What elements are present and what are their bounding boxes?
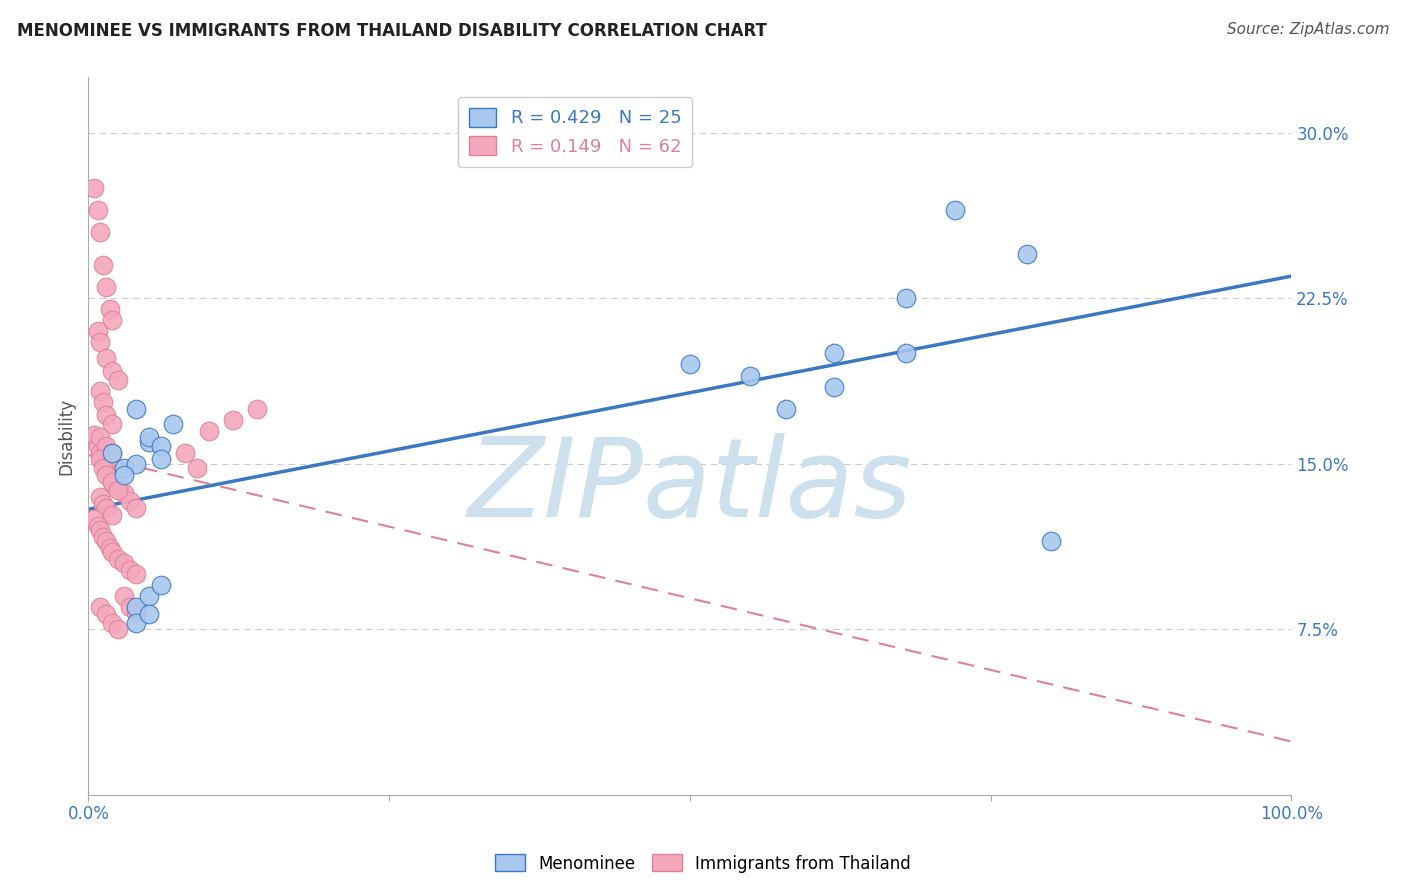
Point xyxy=(96,280,118,294)
Legend: Menominee, Immigrants from Thailand: Menominee, Immigrants from Thailand xyxy=(488,847,918,880)
Point xyxy=(738,368,761,383)
Point xyxy=(87,439,110,453)
Point xyxy=(107,373,129,387)
Point xyxy=(91,395,114,409)
Point xyxy=(89,452,111,467)
Point xyxy=(186,461,208,475)
Point xyxy=(1015,247,1038,261)
Point xyxy=(138,430,160,444)
Point xyxy=(107,551,129,566)
Point xyxy=(96,461,118,475)
Point xyxy=(162,417,184,431)
Point xyxy=(96,534,118,549)
Point xyxy=(101,446,124,460)
Point xyxy=(83,512,105,526)
Point xyxy=(107,479,129,493)
Point xyxy=(114,590,136,604)
Point xyxy=(101,508,124,522)
Point xyxy=(775,401,797,416)
Point xyxy=(96,351,118,365)
Point xyxy=(679,358,702,372)
Point xyxy=(89,335,111,350)
Point xyxy=(823,346,845,360)
Point xyxy=(89,384,111,398)
Point xyxy=(896,291,918,305)
Point xyxy=(89,523,111,537)
Point xyxy=(89,430,111,444)
Point xyxy=(120,563,142,577)
Point xyxy=(101,475,124,489)
Y-axis label: Disability: Disability xyxy=(58,398,75,475)
Point xyxy=(138,590,160,604)
Point xyxy=(98,467,121,482)
Point xyxy=(91,530,114,544)
Point xyxy=(87,202,110,217)
Point xyxy=(101,313,124,327)
Point xyxy=(943,202,966,217)
Point xyxy=(107,623,129,637)
Point xyxy=(89,600,111,615)
Point xyxy=(114,467,136,482)
Point xyxy=(101,545,124,559)
Point xyxy=(149,439,172,453)
Point xyxy=(83,181,105,195)
Point xyxy=(125,567,148,582)
Point xyxy=(89,225,111,239)
Point xyxy=(125,605,148,619)
Point xyxy=(125,600,148,615)
Point xyxy=(125,501,148,516)
Point xyxy=(107,483,129,498)
Point xyxy=(87,324,110,338)
Point xyxy=(173,446,195,460)
Point xyxy=(149,578,172,592)
Point xyxy=(101,615,124,630)
Text: MENOMINEE VS IMMIGRANTS FROM THAILAND DISABILITY CORRELATION CHART: MENOMINEE VS IMMIGRANTS FROM THAILAND DI… xyxy=(17,22,766,40)
Text: ZIPatlas: ZIPatlas xyxy=(468,433,912,540)
Point xyxy=(114,485,136,500)
Point xyxy=(89,490,111,504)
Point xyxy=(823,379,845,393)
Point xyxy=(125,615,148,630)
Point xyxy=(246,401,269,416)
Point xyxy=(91,497,114,511)
Legend: R = 0.429   N = 25, R = 0.149   N = 62: R = 0.429 N = 25, R = 0.149 N = 62 xyxy=(458,97,692,167)
Point xyxy=(98,302,121,317)
Point xyxy=(101,417,124,431)
Point xyxy=(83,428,105,442)
Point xyxy=(114,461,136,475)
Point xyxy=(91,461,114,475)
Point xyxy=(896,346,918,360)
Point xyxy=(96,439,118,453)
Point xyxy=(87,518,110,533)
Point xyxy=(101,364,124,378)
Point xyxy=(96,467,118,482)
Point xyxy=(138,434,160,449)
Point xyxy=(120,600,142,615)
Point xyxy=(197,424,219,438)
Point xyxy=(96,409,118,423)
Point xyxy=(91,452,114,467)
Point xyxy=(101,446,124,460)
Text: Source: ZipAtlas.com: Source: ZipAtlas.com xyxy=(1226,22,1389,37)
Point xyxy=(149,452,172,467)
Point xyxy=(101,475,124,489)
Point xyxy=(114,556,136,570)
Point xyxy=(96,501,118,516)
Point xyxy=(1039,534,1062,549)
Point xyxy=(125,401,148,416)
Point xyxy=(96,607,118,621)
Point xyxy=(222,413,245,427)
Point xyxy=(138,607,160,621)
Point xyxy=(89,446,111,460)
Point xyxy=(125,457,148,471)
Point xyxy=(98,541,121,555)
Point xyxy=(91,258,114,272)
Point xyxy=(120,494,142,508)
